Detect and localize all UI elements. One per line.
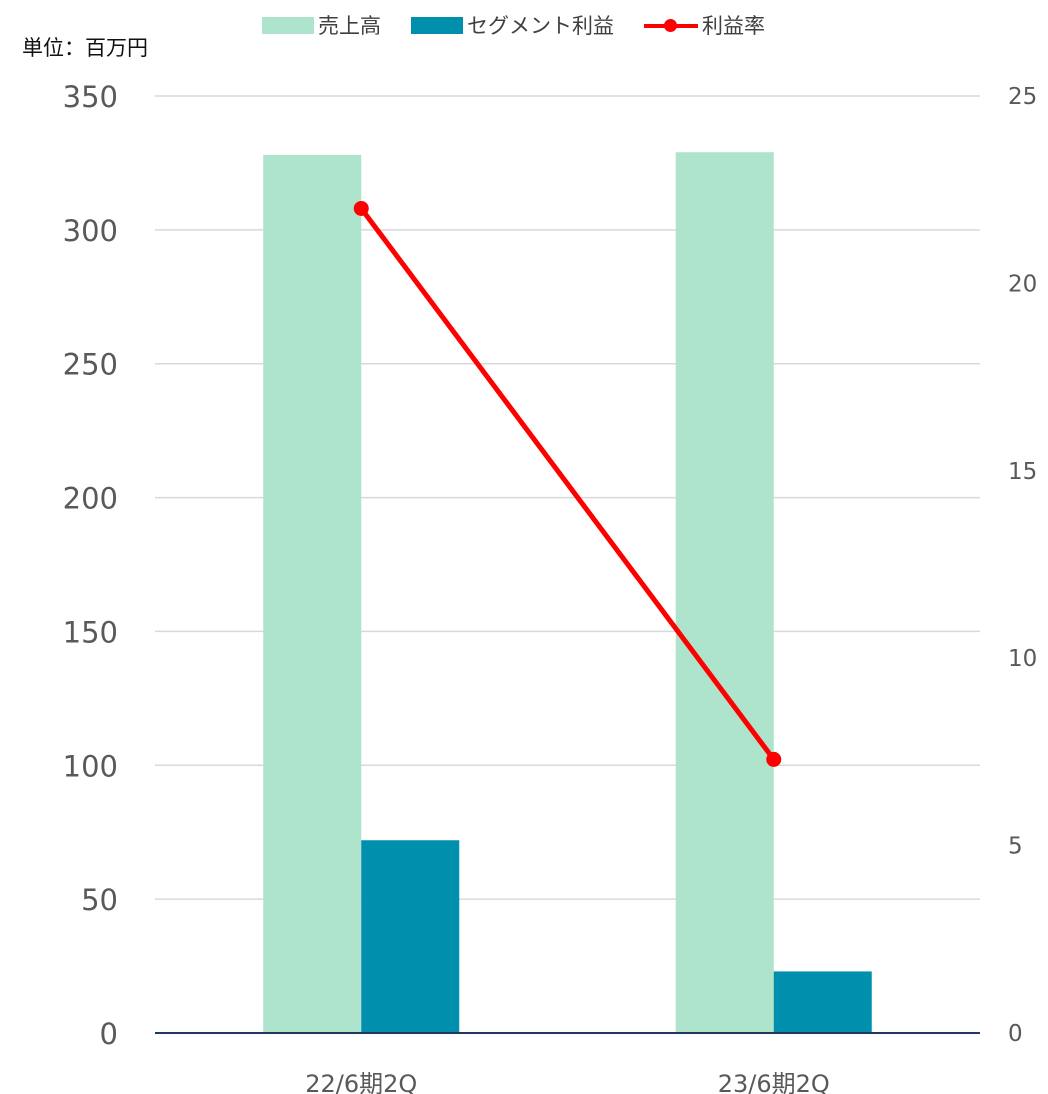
right-axis-tick-label: 5 <box>1008 834 1023 860</box>
legend-item-profit: セグメント利益 <box>411 10 614 40</box>
left-axis-tick-label: 150 <box>63 615 118 649</box>
x-axis-tick-label: 22/6期2Q <box>305 1070 417 1094</box>
legend-swatch-sales <box>262 16 314 34</box>
left-axis-tick-label: 200 <box>63 482 118 516</box>
legend-label-rate: 利益率 <box>702 14 765 38</box>
rate-point <box>353 200 369 216</box>
bar-sales <box>675 152 774 1034</box>
left-axis-tick-label: 50 <box>81 883 118 917</box>
left-axis-tick-label: 350 <box>63 80 118 114</box>
left-axis-tick-label: 0 <box>100 1017 118 1051</box>
legend-label-profit: セグメント利益 <box>467 14 614 38</box>
x-axis-tick-label: 23/6期2Q <box>718 1070 830 1094</box>
unit-label: 単位：百万円 <box>22 36 148 60</box>
right-axis-tick-label: 25 <box>1008 84 1037 110</box>
rate-point <box>766 751 782 767</box>
left-axis-tick-label: 100 <box>63 749 118 783</box>
right-axis-tick-label: 20 <box>1008 271 1037 297</box>
legend-swatch-rate <box>644 17 698 34</box>
legend-item-sales: 売上高 <box>262 10 381 40</box>
bar-sales <box>263 154 362 1033</box>
legend: 売上高 セグメント利益 利益率 <box>262 10 795 40</box>
right-axis-tick-label: 10 <box>1008 646 1037 672</box>
right-axis-tick-label: 0 <box>1008 1021 1023 1047</box>
legend-swatch-profit <box>411 16 463 34</box>
bar-profit <box>361 840 460 1033</box>
right-axis-tick-label: 15 <box>1008 459 1037 485</box>
bar-profit <box>773 971 872 1033</box>
legend-label-sales: 売上高 <box>318 14 381 38</box>
rate-line <box>359 206 776 761</box>
left-axis-tick-label: 250 <box>63 348 118 382</box>
left-axis-tick-label: 300 <box>63 214 118 248</box>
legend-item-rate: 利益率 <box>644 10 765 40</box>
